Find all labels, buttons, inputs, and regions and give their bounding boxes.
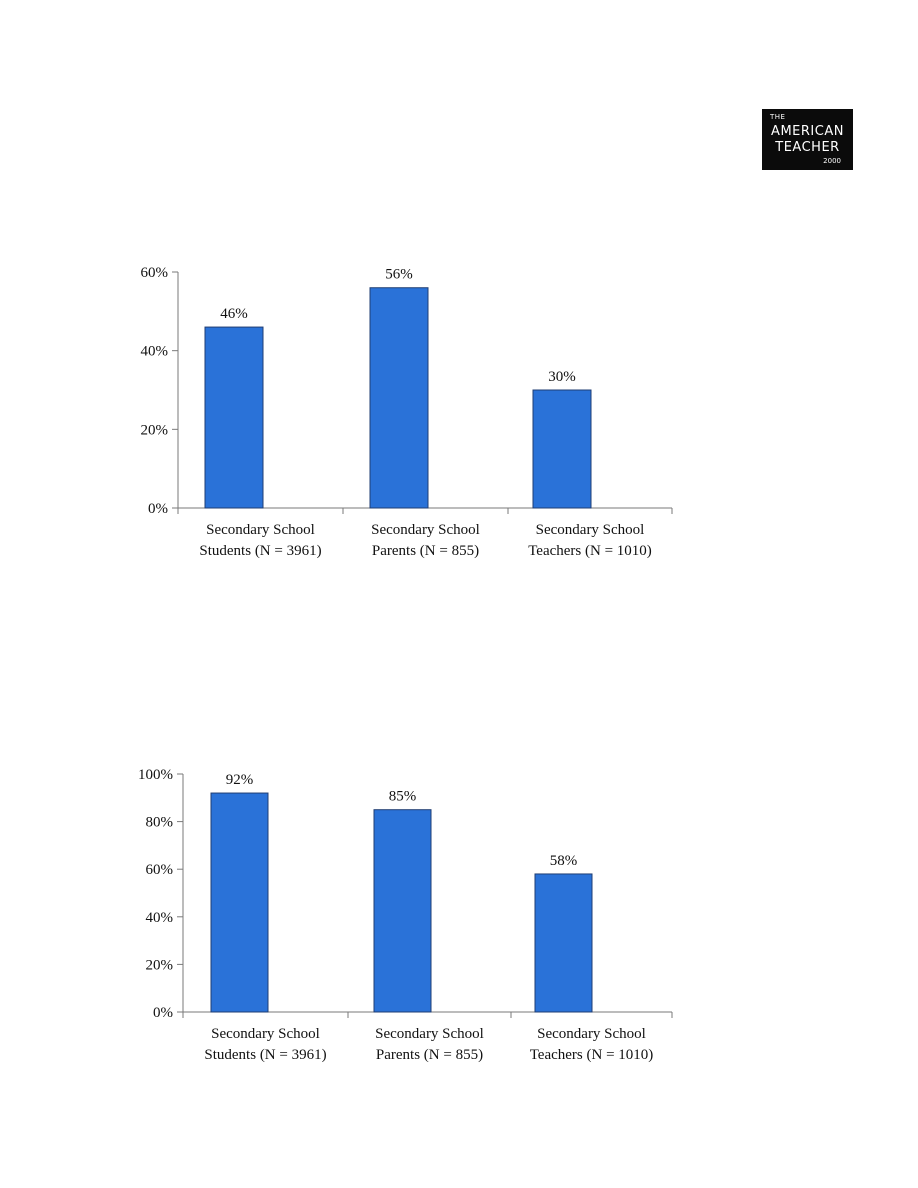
x-tick-label: Secondary School (536, 522, 645, 538)
bar-3 (532, 389, 592, 509)
x-tick-label: Teachers (N = 1010) (528, 543, 652, 559)
bar-3 (534, 873, 593, 1013)
data-label: 56% (385, 267, 413, 283)
y-tick-label: 40% (146, 910, 174, 926)
data-label: 92% (226, 772, 254, 788)
x-tick-label: Secondary School (537, 1026, 646, 1042)
y-tick-label: 20% (141, 422, 169, 438)
bar-2 (369, 287, 429, 509)
y-tick-label: 80% (146, 815, 174, 831)
y-tick-label: 100% (138, 767, 173, 783)
logo-teacher: TEACHER (775, 140, 840, 155)
logo-the: THE (770, 113, 786, 121)
x-tick-label: Students (N = 3961) (204, 1047, 326, 1063)
data-label: 58% (550, 853, 578, 869)
y-tick-label: 0% (153, 1005, 173, 1021)
logo-year: 2000 (823, 157, 841, 165)
y-tick-label: 0% (148, 501, 168, 517)
y-tick-label: 20% (146, 957, 174, 973)
y-tick-label: 40% (141, 344, 169, 360)
data-label: 30% (548, 369, 576, 385)
x-tick-label: Secondary School (375, 1026, 484, 1042)
x-tick-label: Parents (N = 855) (372, 543, 479, 559)
x-tick-label: Teachers (N = 1010) (530, 1047, 654, 1063)
bar-1 (204, 326, 264, 509)
bar-chart-1: 0% 20% 40% 60% 46% Secondary School Students (… (141, 265, 673, 559)
american-teacher-logo: THE AMERICAN TEACHER 2000 (762, 109, 853, 170)
x-tick-label: Secondary School (371, 522, 480, 538)
y-tick-label: 60% (146, 862, 174, 878)
logo-american: AMERICAN (771, 124, 844, 139)
data-label: 46% (220, 306, 248, 322)
y-tick-label: 60% (141, 265, 169, 281)
bar-1 (210, 792, 269, 1013)
x-tick-label: Secondary School (211, 1026, 320, 1042)
bar-2 (373, 809, 432, 1013)
x-tick-label: Secondary School (206, 522, 315, 538)
x-tick-label: Parents (N = 855) (376, 1047, 483, 1063)
x-tick-label: Students (N = 3961) (199, 543, 321, 559)
data-label: 85% (389, 789, 417, 805)
